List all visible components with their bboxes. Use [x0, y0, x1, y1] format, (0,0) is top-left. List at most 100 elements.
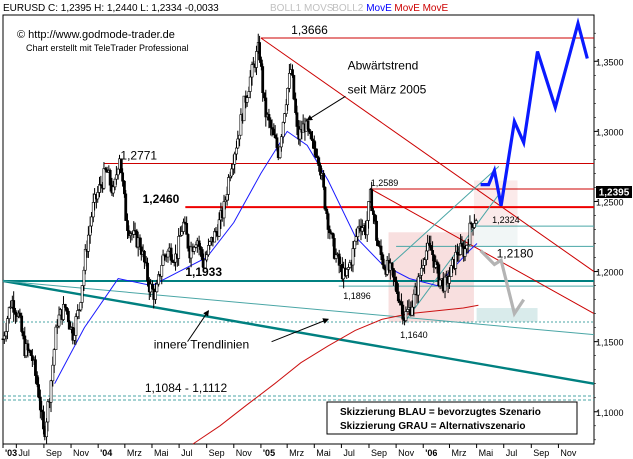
- annotation-arrow: [187, 309, 210, 342]
- candle-body: [161, 254, 165, 266]
- candle-body: [124, 193, 128, 221]
- candle-body: [138, 237, 142, 248]
- candle-body: [421, 265, 425, 269]
- candle-body: [116, 168, 120, 176]
- candle-body: [213, 231, 217, 243]
- candle-body: [80, 285, 84, 303]
- x-tick-label: Mrz: [127, 448, 142, 458]
- candle-body: [365, 220, 369, 236]
- candle-body: [311, 138, 314, 142]
- candle-body: [74, 316, 78, 336]
- candle-body: [177, 236, 181, 259]
- candle-body: [35, 375, 39, 385]
- candle-body: [326, 213, 330, 230]
- candle-body: [255, 51, 258, 68]
- candle-body: [186, 234, 190, 249]
- candle-body: [396, 291, 400, 302]
- candle-body: [270, 127, 274, 130]
- candle-body: [275, 137, 279, 148]
- candle-body: [269, 119, 273, 128]
- candle-body: [114, 174, 118, 180]
- indicator-label: BOLL1: [270, 3, 302, 14]
- candle-body: [474, 220, 478, 224]
- candle-body: [466, 244, 470, 246]
- candle-body: [111, 186, 115, 194]
- indicator-label: MovE: [423, 3, 449, 14]
- candle-body: [139, 246, 143, 255]
- level-label: 1,1896: [343, 291, 371, 301]
- x-tick-label: Jul: [343, 448, 355, 458]
- candle-body: [21, 331, 25, 337]
- x-tick-label: Mrz: [289, 448, 304, 458]
- candle-body: [7, 306, 11, 319]
- candle-body: [247, 91, 251, 98]
- candle-body: [456, 251, 459, 255]
- candle-body: [390, 262, 394, 269]
- x-tick-label: Mai: [154, 448, 169, 458]
- candle-body: [194, 244, 198, 248]
- scenario-legend-blue: Skizzierung BLAU = bevorzugtes Szenario: [340, 407, 541, 418]
- trendline: [390, 166, 500, 265]
- candle-body: [424, 250, 428, 261]
- candle-body: [248, 76, 252, 92]
- candle-body: [283, 113, 286, 123]
- scenario-grey-path: [479, 249, 526, 318]
- candle-body: [151, 283, 154, 290]
- scenario-blue-path: [480, 17, 589, 206]
- x-tick-label: Nov: [398, 448, 415, 458]
- x-tick-label: '05: [263, 448, 275, 458]
- y-tick-label: 1,3500: [596, 57, 624, 67]
- candle-body: [438, 279, 442, 287]
- candle-body: [91, 202, 95, 218]
- candle-body: [46, 401, 50, 423]
- x-tick-label: Mrz: [451, 448, 466, 458]
- candle-body: [372, 210, 375, 215]
- annotation-arrow: [306, 95, 346, 121]
- candle-body: [404, 311, 408, 321]
- candle-body: [382, 264, 386, 270]
- candle-body: [295, 112, 299, 127]
- candle-body: [263, 92, 266, 99]
- x-tick-label: '03: [5, 448, 17, 458]
- support-zone: [476, 308, 538, 323]
- candle-body: [230, 168, 233, 177]
- support-resistance-lines: [3, 37, 594, 401]
- candle-body: [29, 350, 33, 356]
- level-label: 1,1084 - 1,1112: [145, 381, 228, 395]
- candle-body: [4, 331, 8, 337]
- candle-body: [126, 220, 129, 231]
- x-tick-label: Jul: [18, 448, 30, 458]
- annotations: Abwärtstrend seit März 2005 innere Trendli…: [154, 59, 427, 352]
- candle-body: [334, 254, 338, 259]
- candle-body: [79, 302, 83, 311]
- candle-body: [189, 246, 193, 259]
- candle-body: [345, 269, 349, 276]
- candle-body: [205, 254, 209, 261]
- price-candles: [1, 33, 478, 444]
- candle-body: [298, 129, 302, 140]
- candle-body: [51, 364, 55, 382]
- candle-body: [258, 42, 261, 61]
- indicator-label: MovE: [394, 3, 420, 14]
- candle-body: [423, 259, 426, 266]
- candle-body: [146, 262, 149, 282]
- level-label: 1,1933: [185, 265, 222, 279]
- candle-body: [90, 216, 93, 227]
- candle-body: [6, 318, 9, 332]
- candle-body: [454, 251, 458, 269]
- candle-body: [127, 230, 131, 236]
- candle-body: [267, 114, 271, 121]
- candle-body: [353, 240, 357, 249]
- candle-body: [356, 227, 360, 237]
- candle-body: [259, 59, 263, 67]
- candle-body: [155, 283, 159, 293]
- scenario-legend-grey: Skizzierung GRAU = Alternativszenario: [340, 421, 526, 432]
- candle-body: [420, 267, 423, 276]
- candle-body: [49, 380, 53, 403]
- candle-body: [398, 300, 402, 303]
- level-labels: 1,3666 1,2771 1,2589 1,2460 1,2324 1,2180 1,19…: [120, 23, 533, 395]
- candle-body: [331, 232, 335, 239]
- candle-body: [18, 312, 22, 317]
